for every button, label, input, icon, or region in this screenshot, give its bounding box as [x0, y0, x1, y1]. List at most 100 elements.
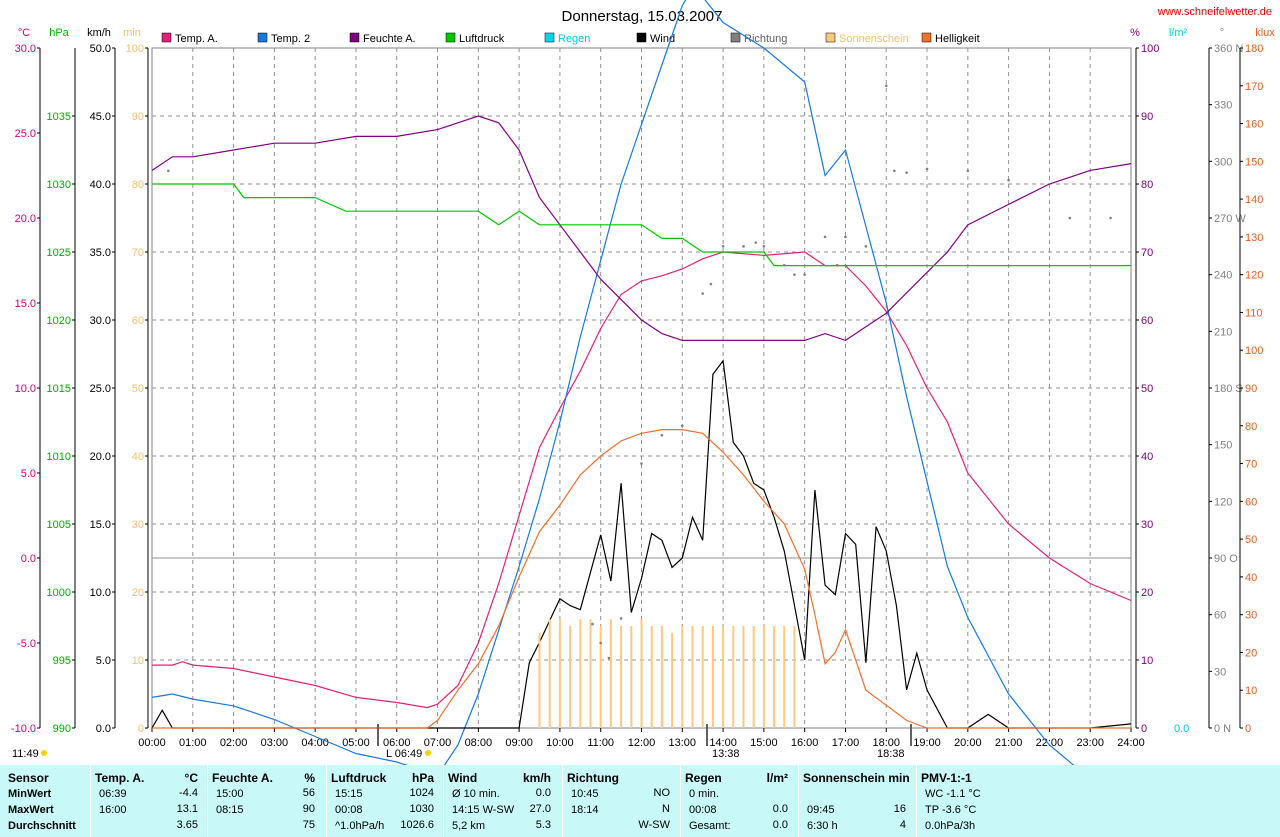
- axis-tick-label: 35.0: [90, 247, 111, 259]
- axis-tick-label: 1010: [47, 451, 71, 463]
- axis-tick-label: 20: [132, 587, 144, 599]
- stats-cell-time: 08:15: [216, 804, 244, 816]
- stats-cell-value: 75: [302, 819, 315, 831]
- axis-tick-label: 10.0: [15, 383, 36, 395]
- series-feuchte-a: [151, 115, 1132, 342]
- axis-tick-label: 240: [1214, 270, 1232, 282]
- direction-point: [680, 424, 684, 428]
- noon-label: 13:38: [712, 748, 740, 760]
- stats-separator: [90, 765, 91, 837]
- stats-cell-time: WC -1.1 °C: [925, 788, 981, 800]
- axis-tick-label: 20.0: [15, 213, 36, 225]
- axis-tick-label: 80: [1245, 421, 1257, 433]
- x-tick-label: 21:00: [995, 737, 1023, 749]
- direction-point: [803, 273, 806, 276]
- axis-tick-label: 10.0: [90, 587, 111, 599]
- stats-unit: l/m²: [766, 771, 788, 785]
- direction-point: [793, 273, 796, 276]
- x-tick-label: 23:00: [1076, 737, 1104, 749]
- grid: [151, 47, 1132, 729]
- x-tick-label: 18:00: [872, 737, 900, 749]
- stats-cell-value: 3.65: [176, 819, 198, 831]
- axis-tick-label: 1000: [47, 587, 71, 599]
- stats-cell-time: ^1.0hPa/h: [335, 820, 385, 832]
- statistics-table: Sensor MinWert MaxWert Durchschnitt Temp. A.…: [0, 765, 1280, 837]
- direction-point: [607, 656, 611, 660]
- x-tick-label: 02:00: [220, 737, 248, 749]
- x-tick-label: 16:00: [791, 737, 819, 749]
- axis-tick-label: 150: [1245, 156, 1263, 168]
- axis-tick-label: 80: [1141, 179, 1153, 191]
- stats-unit: hPa: [411, 771, 434, 785]
- x-tick-label: 03:00: [261, 737, 289, 749]
- website-link[interactable]: www.schneifelwetter.de: [1157, 6, 1272, 18]
- series-luftdruck: [152, 183, 1131, 267]
- sunrise-label: L 06:49: [386, 748, 422, 760]
- stats-separator: [207, 765, 208, 837]
- axis-tick-label: 30: [1214, 666, 1226, 678]
- axis-tick-label: 20.0: [90, 451, 111, 463]
- legend-swatch: [161, 32, 172, 43]
- axis-tick-label: 1015: [47, 383, 71, 395]
- legend-swatch: [257, 32, 268, 43]
- stats-cell-time: TP -3.6 °C: [925, 804, 977, 816]
- x-tick-label: 07:00: [424, 737, 452, 749]
- sun-icon: [41, 750, 47, 756]
- stats-separator: [916, 765, 917, 837]
- x-tick-label: 22:00: [1036, 737, 1064, 749]
- stats-row-label: MinWert: [8, 788, 52, 800]
- stats-cell-value: 56: [302, 787, 315, 799]
- axis-tick-label: 300: [1214, 156, 1232, 168]
- stats-header: Luftdruck: [331, 771, 387, 785]
- x-tick-label: 13:00: [669, 737, 697, 749]
- axis-tick-label: 50.0: [90, 43, 111, 55]
- stats-cell-value: 13.1: [176, 803, 198, 815]
- stats-cell-value: 0.0: [772, 803, 788, 815]
- x-tick-label: 08:00: [465, 737, 493, 749]
- axis-tick-label: 40: [1245, 572, 1257, 584]
- axis-tick-label: 70: [1245, 459, 1257, 471]
- stats-cell-value: 0.0: [772, 819, 788, 831]
- stats-header: Sonnenschein min: [803, 771, 910, 785]
- legend-label: Regen: [558, 33, 590, 45]
- stats-header: Wind: [448, 771, 478, 785]
- x-tick-label: 01:00: [179, 737, 207, 749]
- stats-separator: [326, 765, 327, 837]
- axis-tick-label: 80: [132, 179, 144, 191]
- axis-tick-label: 0: [1245, 723, 1251, 735]
- axis-unit-label: %: [1130, 27, 1140, 39]
- stats-separator: [798, 765, 799, 837]
- axis-tick-label: 90: [1141, 111, 1153, 123]
- axis-tick-label: 140: [1245, 194, 1263, 206]
- axis-tick-label: 170: [1245, 81, 1263, 93]
- x-tick-label: 24:00: [1117, 737, 1145, 749]
- direction-point: [640, 462, 643, 465]
- x-tick-label: 14:00: [709, 737, 737, 749]
- axis-tick-label: 330: [1214, 100, 1232, 112]
- direction-point: [709, 282, 713, 286]
- axis-unit-label: °: [1220, 27, 1224, 39]
- axis-unit-label: klux: [1255, 27, 1275, 39]
- stats-unit: km/h: [522, 771, 551, 785]
- stats-cell-value: 90: [302, 803, 315, 815]
- axis-tick-label: 0.0: [96, 723, 111, 735]
- axis-tick-label: 120: [1214, 496, 1232, 508]
- stats-cell-value: -4.4: [179, 787, 198, 799]
- stats-cell-value: 1030: [409, 803, 434, 815]
- axis-tick-label: 30: [1245, 610, 1257, 622]
- direction-point: [925, 167, 929, 171]
- axis-unit-label: l/m²: [1169, 27, 1188, 39]
- direction-point: [823, 235, 827, 239]
- stats-cell-value: W-SW: [638, 819, 670, 831]
- axis-tick-label: 10: [1245, 685, 1257, 697]
- stats-cell-value: 27.0: [529, 803, 551, 815]
- stats-header: Regen: [685, 771, 722, 785]
- axis-tick-label: 10: [132, 655, 144, 667]
- axis-tick-label: 995: [53, 655, 71, 667]
- legend-label: Luftdruck: [459, 33, 505, 45]
- axis-tick-label: 150: [1214, 440, 1232, 452]
- direction-point: [905, 171, 908, 174]
- direction-point: [742, 245, 745, 248]
- legend-label: Temp. A.: [175, 33, 218, 45]
- direction-point: [754, 241, 758, 244]
